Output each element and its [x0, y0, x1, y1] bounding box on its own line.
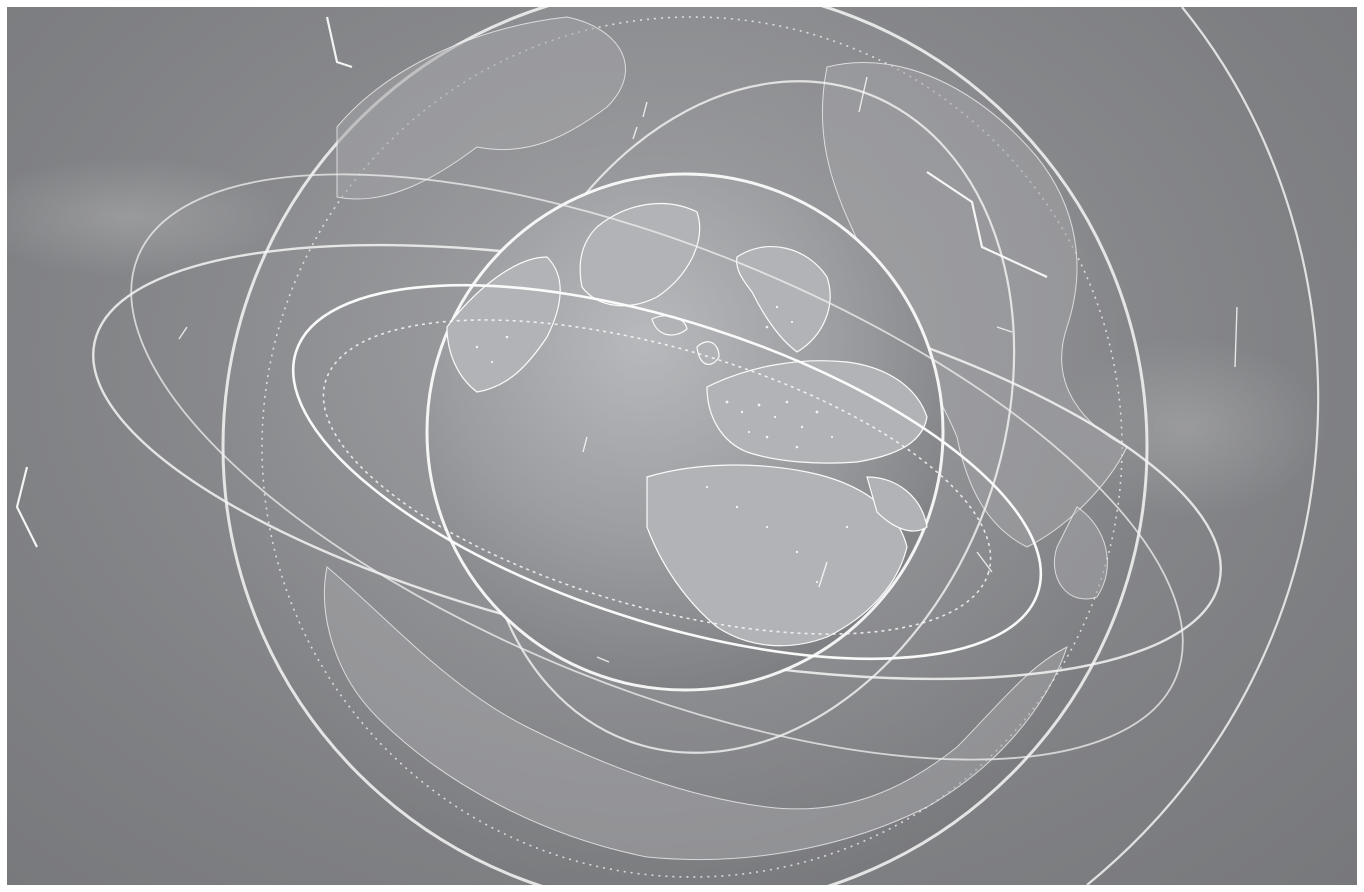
connector-lines: [15, 16, 1048, 548]
middle-east: [866, 476, 928, 532]
haze-left: [7, 157, 287, 277]
africa: [646, 464, 908, 647]
outer-land-north: [336, 16, 626, 200]
scandinavia: [736, 246, 831, 353]
connector-top: [325, 16, 353, 69]
north-america-edge: [446, 256, 561, 393]
orbit-left-ring: [130, 173, 1184, 761]
globe-scene: [7, 7, 1357, 885]
outer-land-east: [1053, 506, 1108, 600]
orbit-front-ring: [291, 283, 1043, 661]
connector-left: [15, 466, 38, 548]
outer-landmasses: [324, 16, 1128, 861]
greenland: [579, 202, 701, 307]
particle-streaks: [178, 76, 1238, 663]
globe-illustration: [7, 7, 1327, 885]
orbit-front-ring-dotted: [322, 319, 992, 635]
far-orbit-arc: [1086, 7, 1320, 885]
connector-top-right: [926, 171, 1048, 278]
outer-land-south: [324, 566, 1068, 861]
inner-landmasses: [446, 202, 928, 647]
city-lights: [475, 305, 849, 584]
